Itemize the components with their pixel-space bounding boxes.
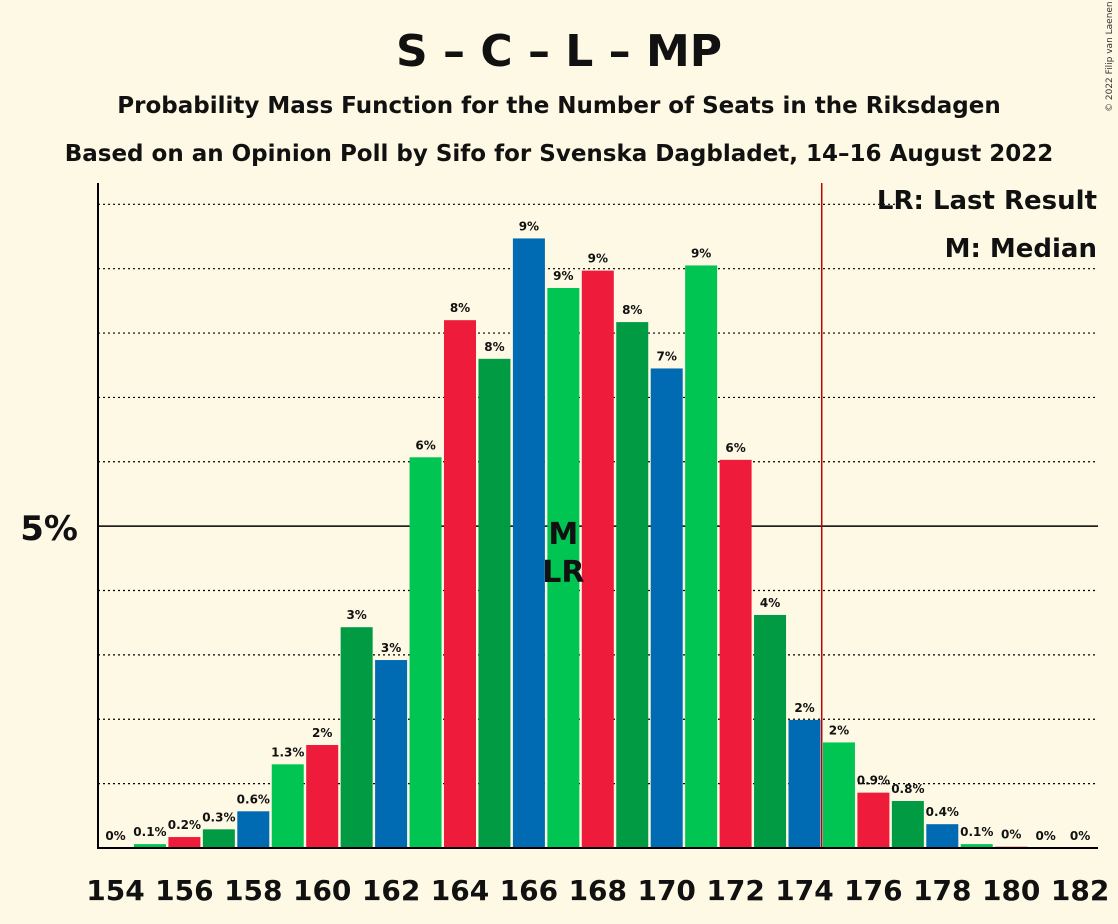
bar-seat-179	[960, 844, 993, 848]
bar-seat-173	[754, 614, 787, 848]
copyright-notice: © 2022 Filip van Laenen	[1105, 1, 1115, 112]
bar-label-seat-182: 0%	[1070, 829, 1090, 843]
bar-label-seat-181: 0%	[1035, 829, 1055, 843]
bar-label-seat-156: 0.2%	[168, 818, 201, 832]
x-tick-174: 174	[775, 874, 833, 907]
bar-label-seat-172: 6%	[725, 441, 745, 455]
bar-seat-172	[719, 459, 752, 848]
bar-label-seat-179: 0.1%	[960, 825, 993, 839]
bar-seat-177	[891, 801, 924, 848]
bar-seat-158	[237, 811, 270, 848]
chart-subtitle: Probability Mass Function for the Number…	[117, 93, 1000, 119]
bar-labels-group: 0% 0.1%0.2%0.3%0.6%1.3%2%3%3%6%8%8%9%9%9%…	[105, 219, 1090, 843]
chart-title: S – C – L – MP	[396, 26, 722, 77]
bar-label-seat-167: 9%	[553, 269, 573, 283]
x-tick-162: 162	[362, 874, 420, 907]
bar-label-seat-163: 6%	[415, 438, 435, 452]
bar-label-seat-160: 2%	[312, 726, 332, 740]
bar-label-seat-175: 2%	[829, 723, 849, 737]
bar-seat-165	[478, 358, 511, 848]
bar-label-seat-165: 8%	[484, 340, 504, 354]
median-marker: M	[548, 517, 578, 552]
bar-seat-163	[409, 457, 442, 848]
bar-label-seat-168: 9%	[588, 252, 608, 266]
x-tick-172: 172	[706, 874, 764, 907]
bar-label-seat-164: 8%	[450, 301, 470, 315]
bar-seat-160	[306, 745, 339, 848]
bar-label-seat-159: 1.3%	[271, 745, 304, 759]
bar-seat-176	[857, 792, 890, 848]
bar-label-seat-161: 3%	[346, 608, 366, 622]
bar-label-seat-173: 4%	[760, 596, 780, 610]
bar-seat-171	[685, 265, 718, 848]
bar-label-seat-178: 0.4%	[926, 805, 959, 819]
bar-seat-161	[340, 627, 373, 848]
chart-subtitle-source: Based on an Opinion Poll by Sifo for Sve…	[65, 141, 1054, 167]
x-tick-156: 156	[155, 874, 213, 907]
bar-seat-167	[547, 287, 580, 848]
bar-label-seat-166: 9%	[519, 219, 539, 233]
bar-seat-169	[616, 322, 649, 848]
bar-seat-156	[168, 837, 201, 848]
bar-label-seat-162: 3%	[381, 641, 401, 655]
bar-label-seat-155: 0.1%	[133, 825, 166, 839]
bar-seat-175	[822, 742, 855, 848]
x-tick-168: 168	[569, 874, 627, 907]
x-tick-154: 154	[86, 874, 144, 907]
legend-background	[900, 183, 1098, 267]
bar-seat-159	[271, 764, 304, 848]
bar-seat-174	[788, 719, 821, 848]
x-tick-176: 176	[844, 874, 902, 907]
x-tick-182: 182	[1051, 874, 1109, 907]
last-result-marker: LR	[542, 555, 584, 590]
bar-label-seat-158: 0.6%	[237, 792, 270, 806]
bar-label-seat-170: 7%	[657, 349, 677, 363]
bar-seat-168	[581, 270, 614, 848]
bar-label-seat-180: 0%	[1001, 828, 1021, 842]
bar-seat-162	[375, 660, 408, 848]
x-tick-178: 178	[913, 874, 971, 907]
bar-seat-157	[202, 829, 235, 848]
x-tick-labels: 154 156 158 160 162 164 166 168 170 172 174 176 178 1…	[86, 874, 1109, 907]
bars-group	[133, 238, 1028, 848]
x-tick-158: 158	[224, 874, 282, 907]
bar-label-seat-169: 8%	[622, 303, 642, 317]
x-tick-166: 166	[500, 874, 558, 907]
bar-seat-170	[650, 368, 683, 848]
bar-seat-155	[133, 844, 166, 848]
bar-label-seat-154: 0%	[105, 829, 125, 843]
legend-last-result: LR: Last Result	[877, 186, 1097, 216]
x-tick-170: 170	[637, 874, 695, 907]
bar-label-seat-171: 9%	[691, 246, 711, 260]
bar-label-seat-157: 0.3%	[202, 810, 235, 824]
bar-label-seat-176: 0.9%	[857, 774, 890, 788]
x-tick-164: 164	[431, 874, 489, 907]
bar-label-seat-174: 2%	[794, 701, 814, 715]
legend-median: M: Median	[945, 234, 1097, 264]
bar-label-seat-177: 0.8%	[891, 782, 924, 796]
x-tick-160: 160	[293, 874, 351, 907]
y-tick-label-5: 5%	[20, 509, 78, 549]
bar-seat-164	[444, 320, 476, 848]
bar-seat-178	[926, 824, 959, 848]
x-tick-180: 180	[982, 874, 1040, 907]
bar-seat-166	[512, 238, 545, 848]
